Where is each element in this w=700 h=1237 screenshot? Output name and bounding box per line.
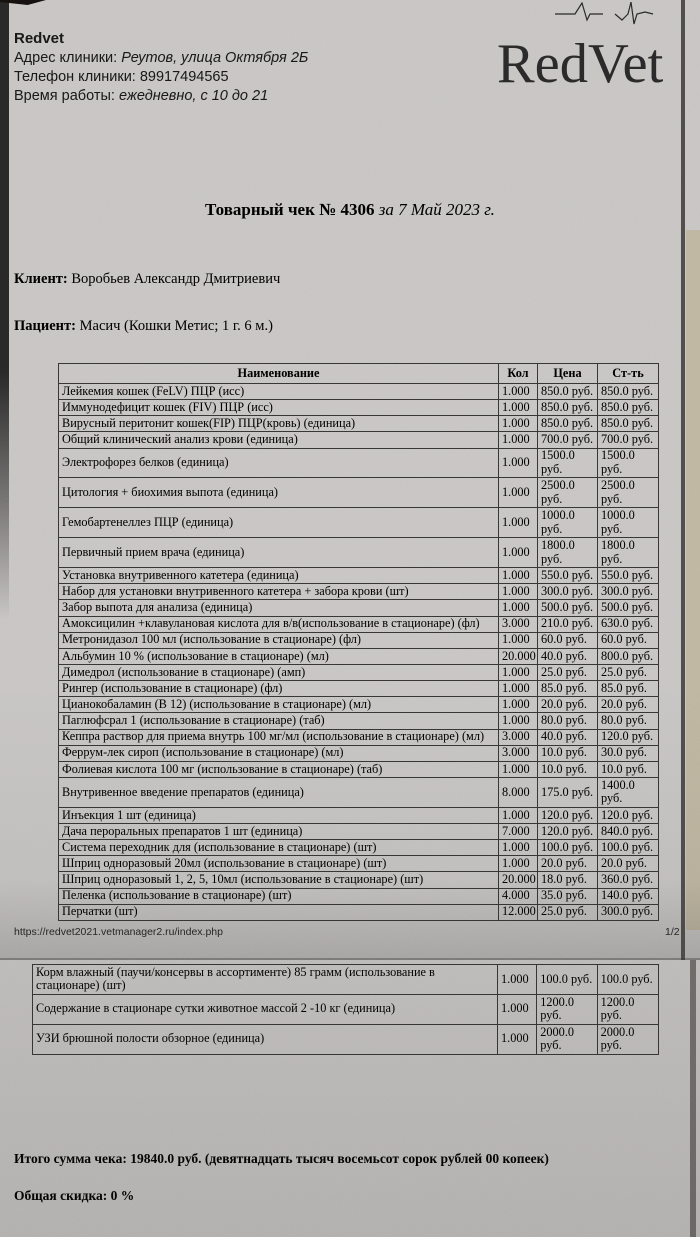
svg-text:RedVet: RedVet (497, 33, 664, 95)
